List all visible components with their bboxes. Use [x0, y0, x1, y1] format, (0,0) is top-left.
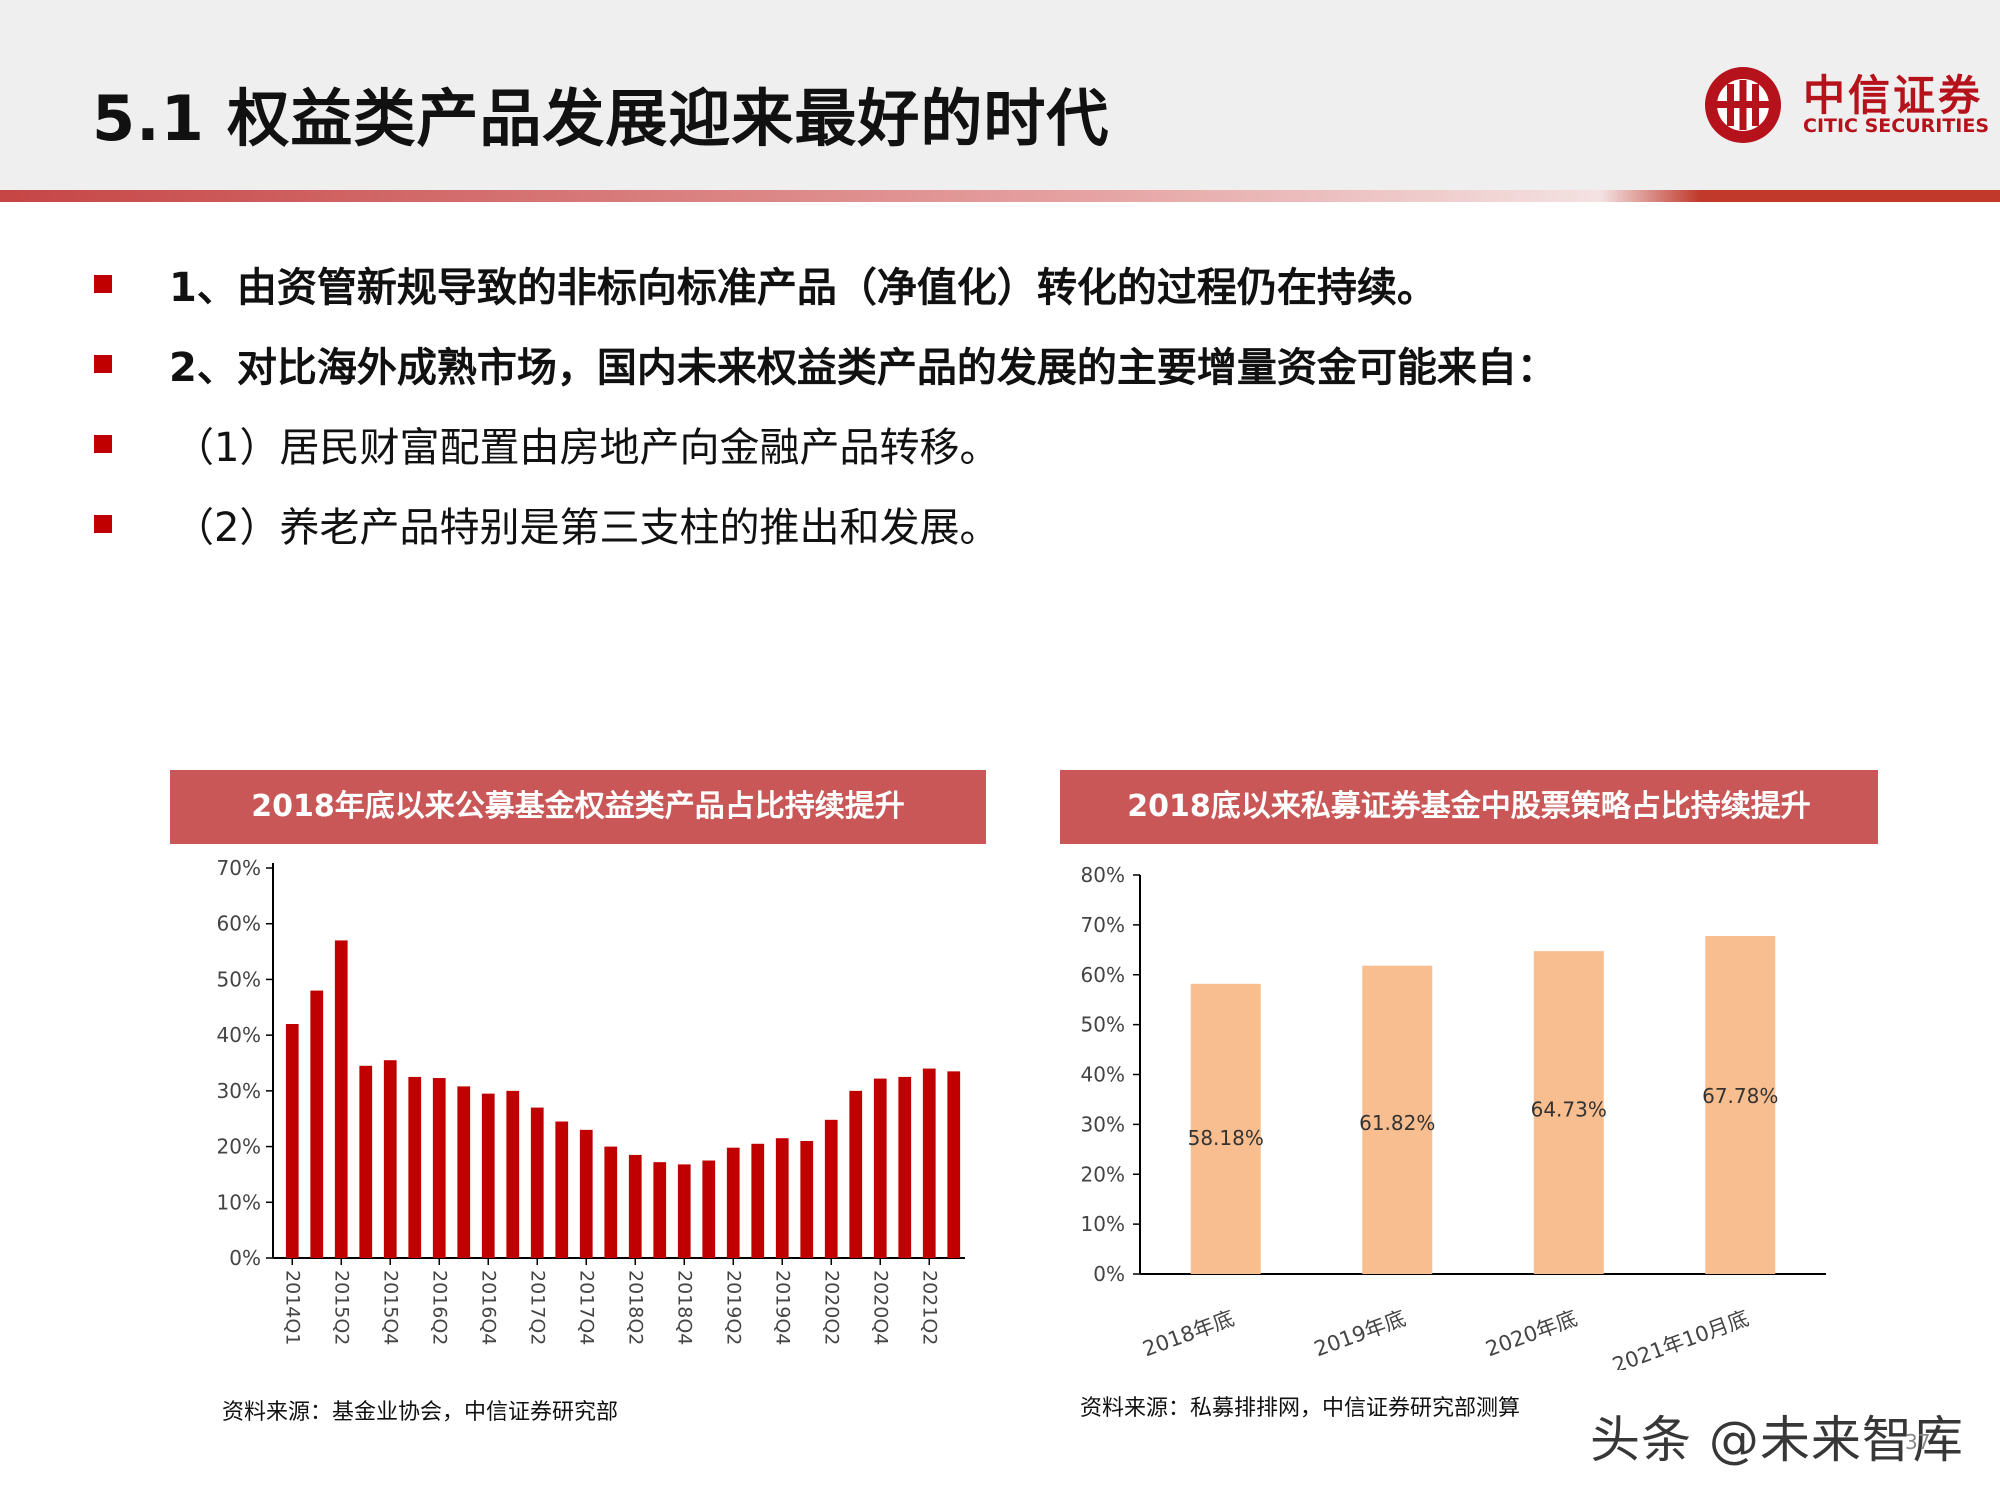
x-tick-label: 2020Q4	[869, 1270, 891, 1345]
y-tick-label: 80%	[1081, 863, 1125, 887]
bar	[432, 1078, 446, 1258]
bar	[824, 1119, 838, 1258]
bar	[1362, 965, 1433, 1274]
x-tick-label: 2016Q2	[428, 1270, 450, 1345]
y-tick-label: 30%	[217, 1079, 261, 1103]
bar	[530, 1107, 544, 1258]
y-tick-label: 20%	[217, 1135, 261, 1159]
left-chart-source: 资料来源：基金业协会，中信证券研究部	[222, 1400, 619, 1425]
bar	[408, 1076, 422, 1258]
bullet-item: 1、由资管新规导致的非标向标准产品（净值化）转化的过程仍在持续。	[92, 245, 1942, 325]
x-tick-label: 2017Q4	[575, 1270, 597, 1345]
x-tick-label: 2021年10月底	[1609, 1306, 1752, 1370]
bullet-text: 2、对比海外成熟市场，国内未来权益类产品的发展的主要增量资金可能来自：	[169, 345, 1557, 391]
y-tick-label: 50%	[1081, 1013, 1125, 1037]
bullet-item: （2）养老产品特别是第三支柱的推出和发展。	[92, 485, 1942, 565]
page-title: 5.1 权益类产品发展迎来最好的时代	[92, 82, 1110, 155]
bar	[359, 1065, 373, 1258]
bar	[775, 1138, 789, 1258]
bar	[873, 1078, 887, 1258]
bar	[457, 1086, 471, 1258]
bar	[579, 1129, 593, 1258]
bullet-text: 1、由资管新规导致的非标向标准产品（净值化）转化的过程仍在持续。	[169, 265, 1437, 311]
y-tick-label: 60%	[217, 912, 261, 936]
y-tick-label: 20%	[1081, 1162, 1125, 1186]
citic-logo: 中信证券 CITIC SECURITIES	[1695, 60, 1989, 150]
right-bar-chart: 0% 10% 20% 30% 40% 50% 60% 70% 80% 58.18% 2018年底 61…	[1081, 863, 1826, 1370]
bar	[947, 1071, 961, 1258]
bullet-square-icon	[94, 435, 112, 453]
data-label: 64.73%	[1531, 1098, 1607, 1122]
bullet-item: 2、对比海外成熟市场，国内未来权益类产品的发展的主要增量资金可能来自：	[92, 325, 1942, 405]
bar	[481, 1093, 495, 1258]
bar	[628, 1154, 642, 1258]
bar	[604, 1146, 618, 1258]
bullet-list: 1、由资管新规导致的非标向标准产品（净值化）转化的过程仍在持续。 2、对比海外成…	[92, 245, 1942, 565]
bullet-square-icon	[94, 275, 112, 293]
y-tick-label: 50%	[217, 967, 261, 991]
right-chart-source: 资料来源：私募排排网，中信证券研究部测算	[1080, 1396, 1521, 1421]
bullet-square-icon	[94, 515, 112, 533]
y-tick-label: 40%	[1081, 1063, 1125, 1087]
x-tick-label: 2014Q1	[281, 1270, 303, 1345]
bar	[506, 1090, 520, 1258]
y-tick-label: 60%	[1081, 963, 1125, 987]
x-tick-label: 2019Q4	[771, 1270, 793, 1345]
x-tick-label: 2016Q4	[477, 1270, 499, 1345]
bar	[1533, 951, 1604, 1274]
data-label: 61.82%	[1359, 1111, 1435, 1135]
bar	[898, 1076, 912, 1258]
bar	[334, 940, 348, 1258]
bar	[383, 1060, 397, 1258]
bar	[849, 1090, 863, 1258]
x-tick-label: 2019年底	[1311, 1306, 1409, 1361]
left-bar-chart: 0% 10% 20% 30% 40% 50% 60% 70% 2014Q1 2015Q2 2015Q…	[217, 856, 965, 1345]
x-tick-label: 2015Q4	[379, 1270, 401, 1345]
bullet-text: （2）养老产品特别是第三支柱的推出和发展。	[174, 505, 1000, 551]
bar	[702, 1160, 716, 1258]
citic-logo-icon	[1705, 67, 1781, 143]
y-tick-label: 40%	[217, 1023, 261, 1047]
bullet-text: （1）居民财富配置由房地产向金融产品转移。	[174, 425, 1000, 471]
page-number: 37	[1905, 1430, 1931, 1454]
right-chart-title: 2018底以来私募证券基金中股票策略占比持续提升	[1060, 770, 1878, 844]
x-tick-label: 2021Q2	[918, 1270, 940, 1345]
bar	[653, 1162, 667, 1258]
x-tick-label: 2018Q4	[673, 1270, 695, 1345]
data-label: 67.78%	[1702, 1084, 1778, 1108]
bar	[555, 1121, 569, 1258]
header: 5.1 权益类产品发展迎来最好的时代 中信证券 CITIC SECURITIES	[0, 0, 2000, 190]
y-tick-label: 0%	[229, 1246, 261, 1270]
x-tick-label: 2018Q2	[624, 1270, 646, 1345]
bar	[1705, 935, 1776, 1274]
bar	[922, 1068, 936, 1258]
y-tick-label: 70%	[217, 856, 261, 880]
y-tick-label: 70%	[1081, 913, 1125, 937]
bullet-square-icon	[94, 355, 112, 373]
bar	[285, 1024, 299, 1258]
bar	[751, 1143, 765, 1258]
left-chart-title: 2018年底以来公募基金权益类产品占比持续提升	[170, 770, 986, 844]
y-tick-label: 10%	[217, 1190, 261, 1214]
bar	[800, 1141, 814, 1258]
bar	[726, 1147, 740, 1258]
logo-text-en: CITIC SECURITIES	[1803, 115, 1990, 137]
bullet-item: （1）居民财富配置由房地产向金融产品转移。	[92, 405, 1942, 485]
x-tick-label: 2018年底	[1140, 1306, 1238, 1361]
x-tick-label: 2017Q2	[526, 1270, 548, 1345]
watermark: 头条 @未来智库	[1590, 1411, 1964, 1469]
x-tick-label: 2019Q2	[722, 1270, 744, 1345]
y-tick-label: 0%	[1093, 1262, 1125, 1286]
y-tick-label: 10%	[1081, 1212, 1125, 1236]
bar	[677, 1164, 691, 1258]
bar	[310, 990, 324, 1258]
logo-text-cn: 中信证券	[1803, 71, 1984, 120]
y-tick-label: 30%	[1081, 1112, 1125, 1136]
data-label: 58.18%	[1188, 1126, 1264, 1150]
x-tick-label: 2015Q2	[330, 1270, 352, 1345]
x-tick-label: 2020Q2	[820, 1270, 842, 1345]
bar	[1190, 983, 1261, 1274]
header-divider	[0, 190, 2000, 202]
x-tick-label: 2020年底	[1483, 1306, 1581, 1361]
